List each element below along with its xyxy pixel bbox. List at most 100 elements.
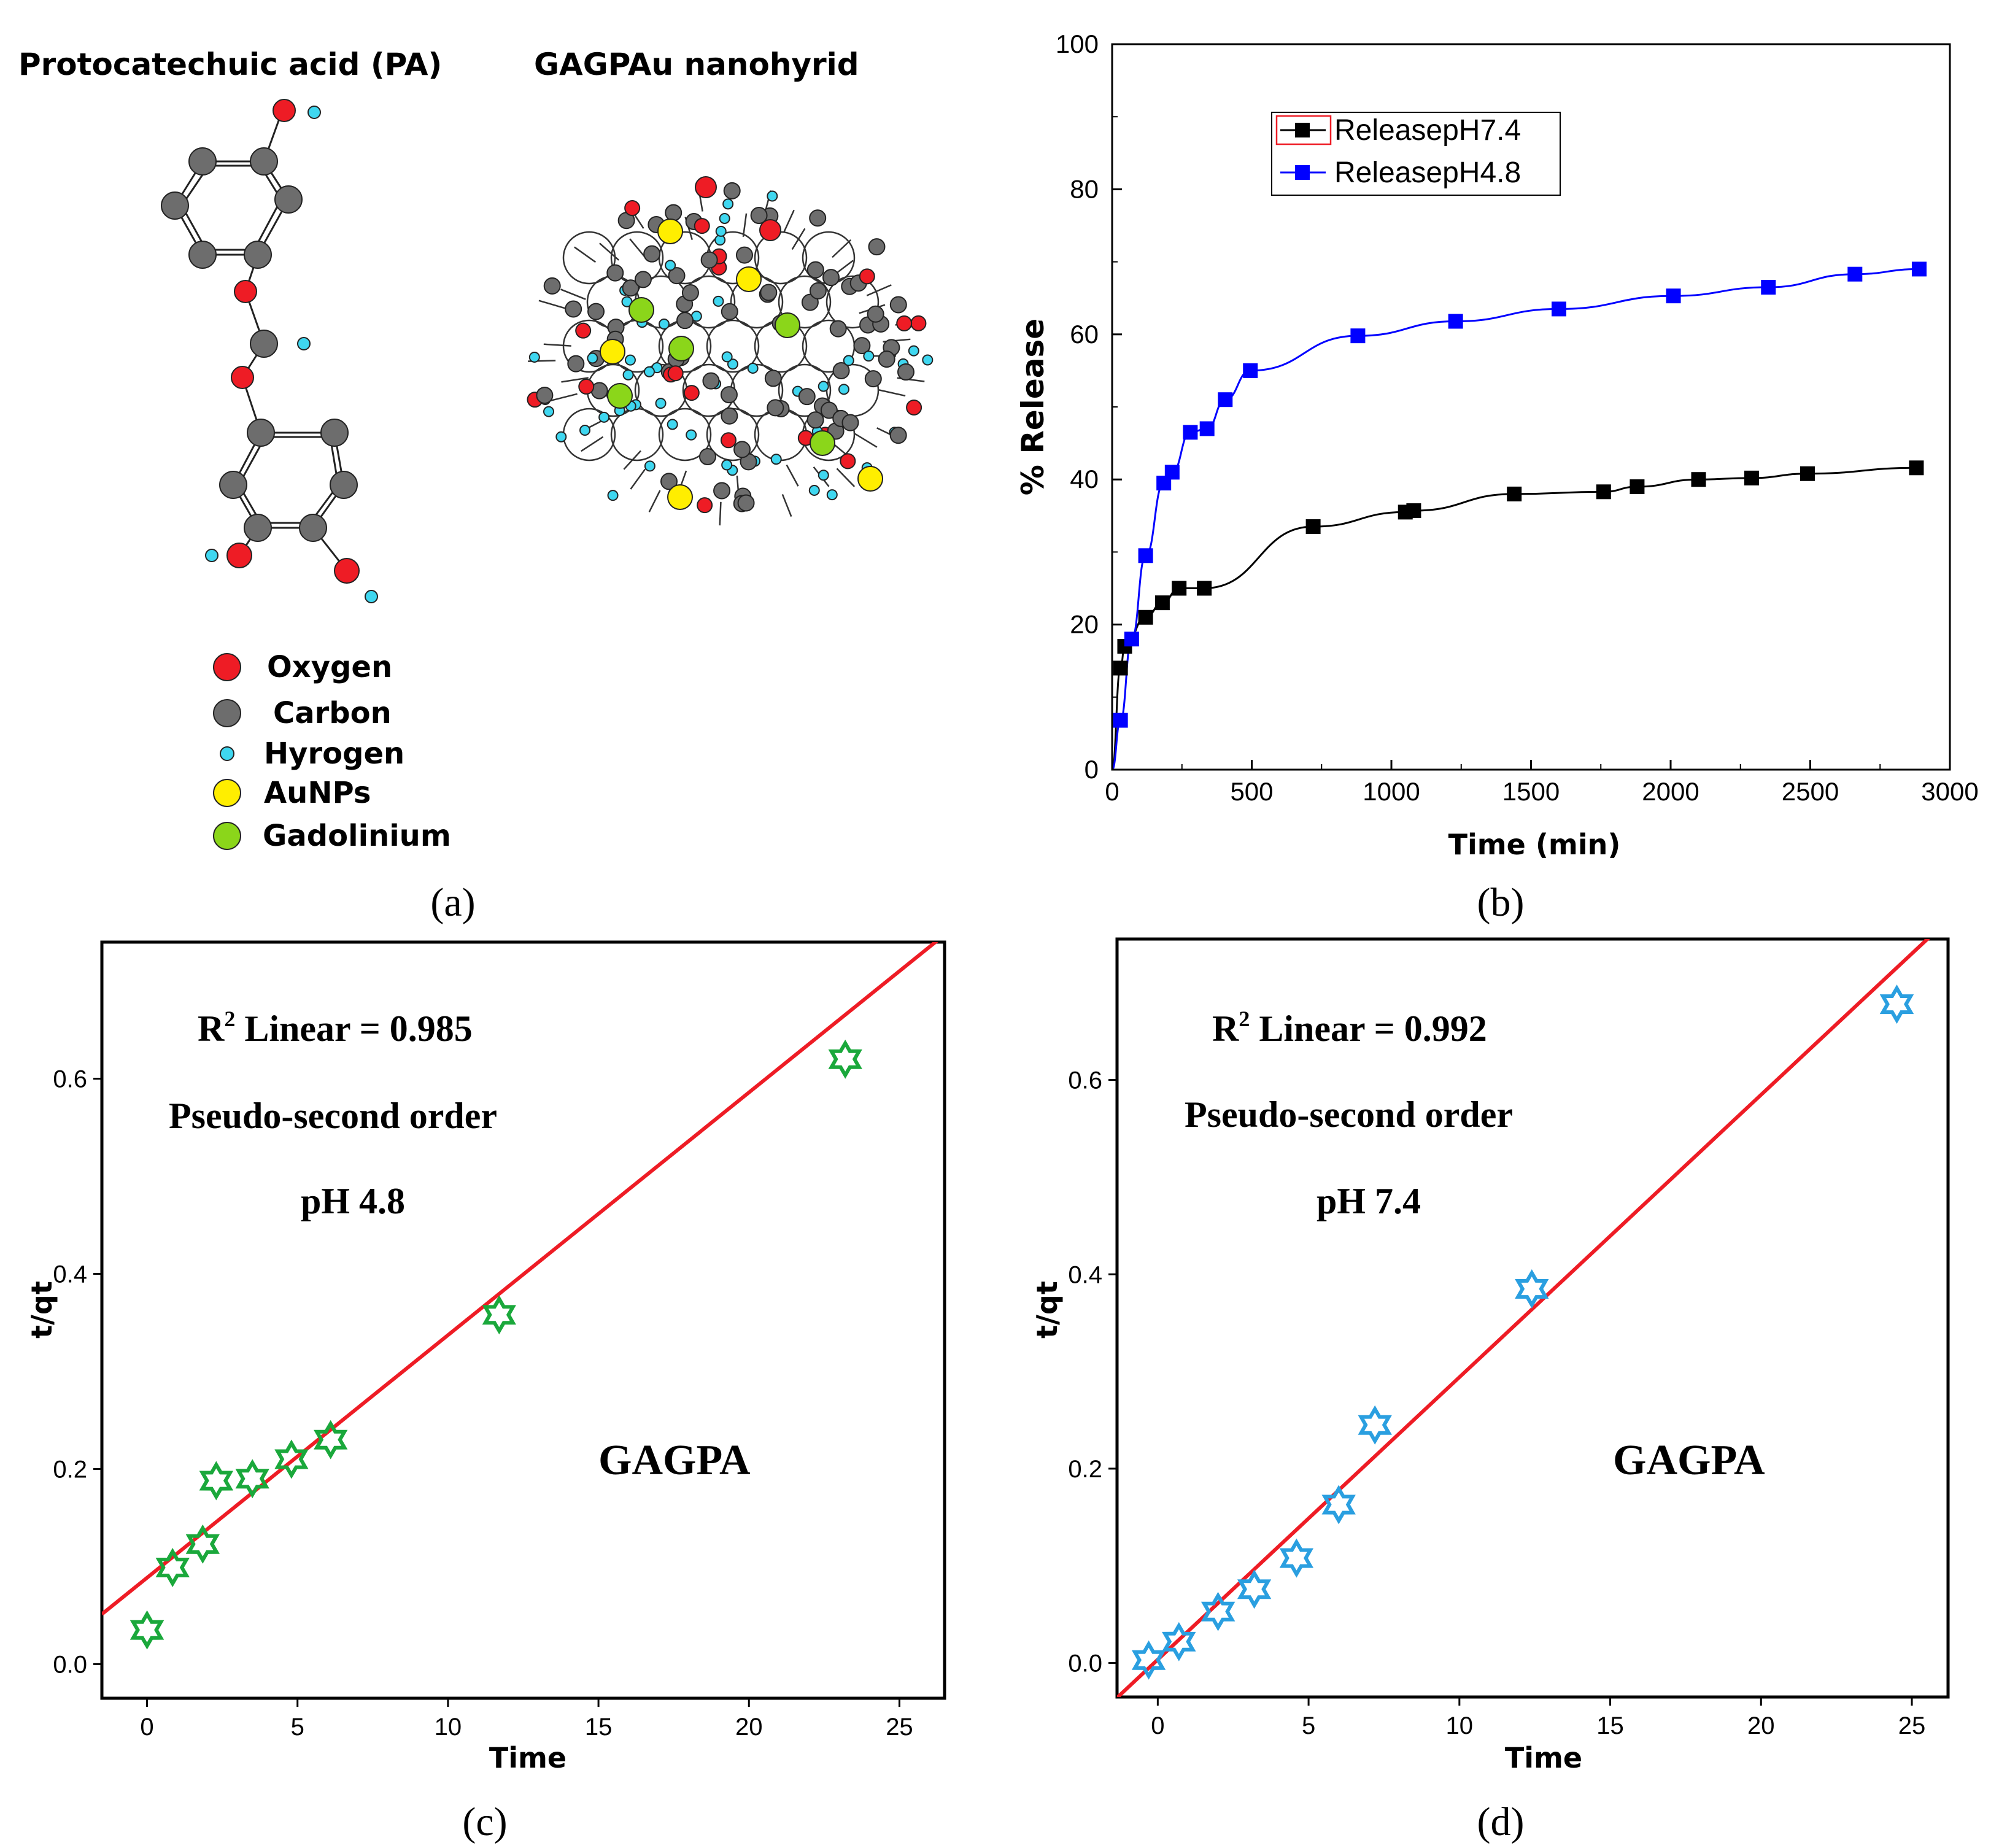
b-data-point-ReleasepH7.4 [1800, 466, 1815, 481]
b-series-curve-0 [1112, 466, 1917, 770]
pa-ring-bottom [232, 431, 345, 529]
hydrogen-atom [863, 350, 875, 362]
d-points [1131, 984, 1914, 1680]
b-data-point-ReleasepH4.8 [1218, 392, 1233, 408]
carbon-atom [274, 185, 303, 214]
pa-title: Protocatechuic acid (PA) [18, 47, 442, 82]
pa-ring-top [174, 160, 290, 256]
atom-legend: Oxygen Carbon Hyrogen AuNPs Gadolinium [213, 650, 451, 853]
carbon-atom [864, 370, 882, 388]
b-data-point-ReleasepH7.4 [1138, 609, 1153, 625]
carbon-atom [606, 264, 624, 282]
carbon-ring [826, 275, 880, 329]
oxygen-atom [234, 280, 257, 303]
c-x-tick-label: 10 [435, 1714, 462, 1741]
carbon-atom [247, 419, 275, 447]
c-x-tick-label: 20 [735, 1714, 763, 1741]
d-y-axis-label: t/qt [1030, 1281, 1064, 1339]
hydrogen-atom [722, 198, 734, 210]
bond-line [581, 436, 604, 452]
hydrogen-atom [667, 419, 678, 430]
d-regression-line [1117, 939, 1930, 1697]
d-y-tick-label: 0.4 [1068, 1261, 1102, 1288]
carbon-atom [867, 305, 884, 323]
carbon-atom [829, 320, 847, 338]
legend-label-aunps: AuNPs [264, 776, 371, 810]
carbon-atom [330, 471, 358, 499]
carbon-atom [889, 427, 907, 444]
oxygen-atom [720, 432, 737, 449]
carbon-ring [706, 319, 760, 373]
c-annotation-model: Pseudo-second order [169, 1096, 497, 1136]
bond-line [561, 377, 589, 383]
b-data-point-ReleasepH4.8 [1199, 421, 1215, 436]
hydrogen-atom [818, 470, 829, 481]
b-data-point-ReleasepH4.8 [1138, 548, 1153, 563]
oxygen-atom [859, 268, 875, 285]
legend-label-gadolinium: Gadolinium [263, 819, 451, 853]
b-y-tick-label: 20 [1070, 610, 1099, 639]
gadolinium-legend-icon [213, 822, 241, 850]
d-x-tick-label: 0 [1151, 1712, 1164, 1739]
carbon-atom [681, 284, 699, 301]
hydrogen-atom [579, 425, 591, 436]
legend-label-oxygen: Oxygen [267, 650, 392, 684]
pa-ring-bottom-inner [238, 436, 339, 524]
hydrogen-atom [365, 590, 378, 603]
legend-label-carbon: Carbon [273, 696, 392, 730]
b-x-tick-label: 1000 [1363, 777, 1420, 806]
gadolinium-atom [810, 430, 835, 456]
b-x-axis-label: Time (min) [1448, 828, 1621, 861]
c-x-tick-label: 0 [140, 1714, 153, 1741]
carbon-atom [567, 355, 585, 373]
carbon-atom [868, 238, 886, 256]
bond-line [629, 238, 647, 259]
b-x-tick-label: 0 [1105, 777, 1119, 806]
carbon-atom [244, 241, 272, 269]
d-r2-superscript: 2 [1239, 1007, 1250, 1031]
d-x-axis-label: Time [1505, 1741, 1582, 1774]
carbon-atom [700, 251, 718, 269]
b-y-tick-label: 100 [1056, 29, 1099, 58]
hydrogen-atom [655, 398, 667, 409]
d-x-tick-label: 15 [1596, 1712, 1624, 1739]
hydrogen-atom [624, 354, 636, 366]
d-y-tick-label: 0.6 [1068, 1067, 1102, 1094]
carbon-atom [622, 279, 640, 297]
oxygen-legend-icon [213, 653, 241, 681]
c-regression-line [102, 942, 938, 1616]
bond-line [630, 468, 646, 490]
b-data-point-ReleasepH4.8 [1847, 266, 1863, 282]
carbon-atom [767, 399, 784, 417]
bond-line [623, 450, 641, 470]
bond-line [791, 228, 806, 250]
oxygen-atom [231, 366, 254, 389]
b-data-point-ReleasepH4.8 [1164, 465, 1180, 480]
oxygen-atom [683, 385, 700, 401]
d-plot-frame [1115, 937, 1950, 1699]
hydrogen-atom [767, 190, 778, 202]
b-legend-box [1271, 112, 1561, 196]
hydrogen-atom [587, 352, 598, 364]
b-legend: ReleasepH7.4 ReleasepH4.8 [1271, 112, 1561, 196]
hydrogen-atom [686, 429, 697, 441]
b-data-point-ReleasepH4.8 [1113, 713, 1128, 728]
carbon-atom [889, 296, 907, 314]
b-x-tick-label: 1500 [1502, 777, 1560, 806]
b-data-point-ReleasepH7.4 [1406, 503, 1421, 519]
carbon-atom [764, 369, 782, 387]
hydrogen-atom [747, 362, 759, 374]
b-data-point-ReleasepH4.8 [1448, 314, 1463, 329]
hyrogen-legend-icon [220, 746, 234, 761]
pa-atoms [161, 99, 378, 603]
bond-line [786, 464, 799, 487]
b-curves [1112, 268, 1919, 770]
b-data-point-ReleasepH4.8 [1350, 328, 1366, 344]
carbon-atom [665, 204, 682, 222]
c-data-point [314, 1420, 348, 1459]
c-data-point [130, 1610, 164, 1650]
carbon-atom [720, 386, 738, 404]
hydrogen-atom [622, 369, 634, 381]
hydrogen-atom [713, 295, 724, 307]
b-x-tick-label: 3000 [1921, 777, 1978, 806]
